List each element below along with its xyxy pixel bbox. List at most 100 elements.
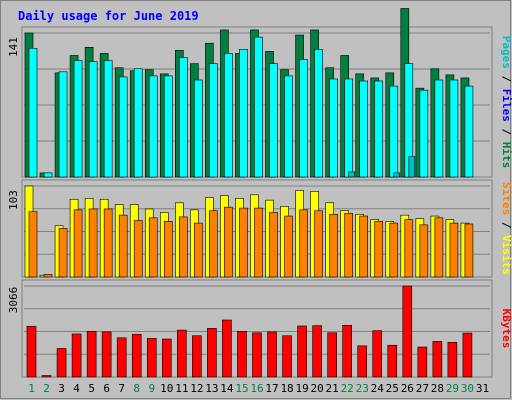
bar-files-day-2 — [43, 172, 53, 178]
bar-files-day-6 — [103, 60, 113, 178]
bar-files-day-20 — [314, 49, 323, 178]
bar-sites-day-7 — [118, 214, 128, 278]
bar-sites-day-14 — [224, 206, 233, 278]
x-tick-label: 2 — [43, 382, 50, 395]
bar-files-day-17 — [269, 63, 278, 178]
bar-files-day-28 — [434, 79, 444, 178]
bar-files-day-9 — [148, 75, 158, 178]
bar-files-day-29 — [449, 79, 459, 178]
panel-kbytes: 3066 KBytes — [7, 279, 512, 378]
y-max-label: 141 — [7, 37, 20, 57]
bar-sites-day-25 — [389, 222, 399, 278]
legend-entry: / — [500, 122, 512, 142]
x-tick-label: 29 — [446, 382, 459, 395]
bar-files-day-18 — [284, 75, 293, 178]
bar-files-day-3 — [58, 71, 68, 178]
bar-kbytes-day-5 — [86, 330, 97, 378]
bar-kbytes-day-14 — [222, 319, 232, 378]
bar-files-day-21 — [329, 78, 338, 178]
x-tick-label: 19 — [295, 382, 308, 395]
x-tick-label: 23 — [356, 382, 369, 395]
x-tick-label: 24 — [371, 382, 385, 395]
bar-pages-day-22 — [348, 171, 355, 178]
bar-files-day-7 — [118, 76, 128, 178]
panel-visits-sites: 103 Sites / Visits — [7, 179, 512, 278]
bar-files-day-24 — [374, 80, 384, 178]
bar-sites-day-3 — [58, 228, 68, 278]
bar-sites-day-18 — [284, 215, 293, 278]
bar-kbytes-day-24 — [372, 330, 383, 378]
bar-files-day-10 — [163, 75, 173, 178]
bar-sites-day-26 — [404, 219, 414, 278]
bar-files-day-13 — [209, 63, 218, 178]
bar-kbytes-day-10 — [161, 338, 172, 378]
bar-kbytes-day-12 — [192, 335, 202, 378]
bar-kbytes-day-27 — [417, 346, 428, 378]
bar-kbytes-day-23 — [357, 345, 368, 378]
legend-entry: Hits — [500, 142, 512, 169]
series-pages — [348, 156, 416, 178]
x-tick-label: 18 — [280, 382, 293, 395]
bar-sites-day-6 — [103, 208, 113, 278]
panel-legend: Pages / Files / Hits — [500, 36, 512, 169]
bar-kbytes-day-17 — [267, 331, 277, 378]
panel-legend: Sites / Visits — [500, 182, 512, 275]
x-tick-label: 9 — [148, 382, 155, 395]
panel-hits-files-pages: 141 Pages / Files / Hits — [7, 8, 512, 178]
bar-sites-day-16 — [254, 207, 263, 278]
bar-files-day-11 — [179, 57, 188, 178]
bar-kbytes-day-28 — [432, 341, 443, 378]
bar-files-day-19 — [299, 59, 308, 178]
bar-kbytes-day-2 — [41, 375, 52, 378]
bar-kbytes-day-7 — [116, 337, 127, 378]
x-tick-label: 31 — [476, 382, 489, 395]
series-files — [28, 36, 474, 178]
bar-files-day-5 — [88, 61, 98, 178]
bar-kbytes-day-9 — [146, 338, 157, 378]
bar-sites-day-19 — [299, 209, 308, 278]
bar-files-day-8 — [133, 68, 143, 178]
legend-entry: / — [500, 215, 512, 235]
legend-entry: Pages — [500, 36, 512, 69]
x-tick-label: 6 — [103, 382, 110, 395]
bar-sites-day-15 — [239, 207, 248, 278]
bar-files-day-27 — [419, 89, 429, 178]
x-tick-label: 5 — [88, 382, 95, 395]
bar-sites-day-17 — [269, 212, 278, 278]
bar-kbytes-day-26 — [402, 285, 413, 378]
bar-sites-day-8 — [133, 220, 143, 278]
legend-entry: Files — [500, 89, 512, 122]
y-max-label: 3066 — [7, 287, 20, 314]
bar-kbytes-day-16 — [252, 332, 262, 378]
x-tick-label: 20 — [311, 382, 324, 395]
x-tick-label: 28 — [431, 382, 444, 395]
chart-panels: 141 Pages / Files / Hits 103 Sites / Visits… — [7, 8, 512, 378]
bar-kbytes-day-30 — [462, 332, 473, 378]
bar-sites-day-4 — [73, 209, 83, 278]
x-tick-label: 4 — [73, 382, 80, 395]
bar-kbytes-day-21 — [327, 332, 337, 378]
y-max-label: 103 — [7, 190, 20, 210]
bar-kbytes-day-3 — [56, 348, 67, 378]
legend-entry: KBytes — [500, 309, 512, 349]
bar-files-day-14 — [224, 53, 233, 178]
series-kbytes — [26, 285, 473, 378]
bar-sites-day-12 — [194, 222, 203, 278]
bar-kbytes-day-8 — [131, 333, 142, 378]
x-tick-label: 12 — [190, 382, 203, 395]
x-tick-label: 14 — [220, 382, 234, 395]
bar-sites-day-2 — [43, 274, 53, 278]
x-tick-label: 22 — [341, 382, 354, 395]
chart-title: Daily usage for June 2019 — [18, 9, 199, 23]
x-tick-label: 7 — [118, 382, 125, 395]
bar-files-day-15 — [239, 49, 248, 178]
x-tick-label: 16 — [250, 382, 263, 395]
bar-sites-day-28 — [434, 217, 444, 278]
x-tick-label: 8 — [133, 382, 140, 395]
x-tick-label: 3 — [58, 382, 65, 395]
legend-entry: Visits — [500, 235, 512, 275]
bar-files-day-4 — [73, 60, 83, 178]
bar-files-day-25 — [389, 85, 399, 178]
